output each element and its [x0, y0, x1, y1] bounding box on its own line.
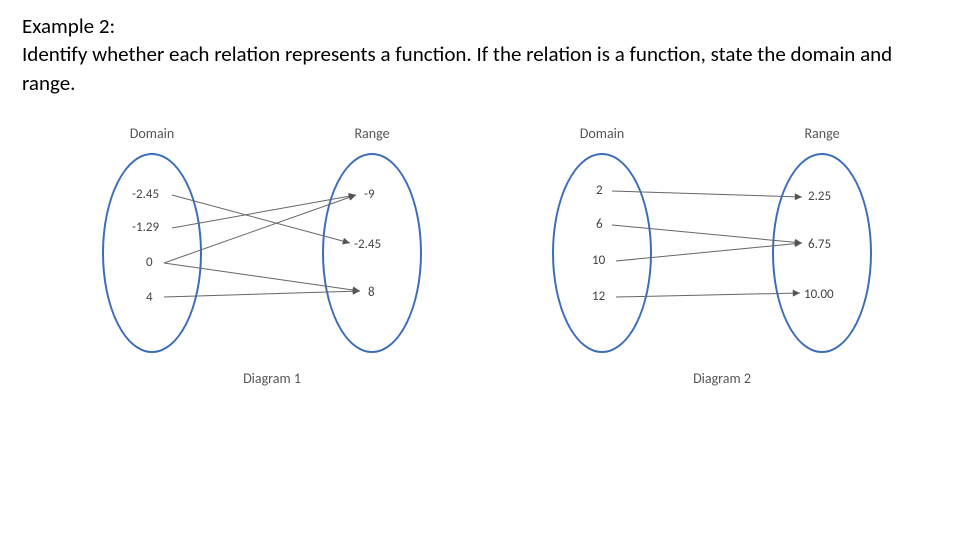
range-value: 6.75: [808, 237, 831, 252]
domain-value: 6: [596, 217, 603, 232]
range-label: Range: [772, 125, 872, 142]
domain-value: 0: [146, 255, 153, 270]
range-value: -9: [364, 187, 375, 202]
heading-line2: Identify whether each relation represent…: [22, 40, 938, 97]
domain-value: 2: [596, 183, 603, 198]
domain-value: 10: [592, 253, 605, 268]
range-ellipse: [772, 153, 872, 353]
diagram-caption: Diagram 2: [662, 370, 782, 387]
range-value: 8: [368, 285, 375, 300]
range-ellipse: [322, 153, 422, 353]
range-value: 2.25: [808, 189, 831, 204]
range-label: Range: [322, 125, 422, 142]
domain-value: 12: [592, 289, 605, 304]
domain-label: Domain: [552, 125, 652, 142]
diagram-1: Domain Range -2.45 -1.29 0 4 -9 -2.45 8 …: [92, 125, 452, 425]
domain-value: -1.29: [132, 220, 159, 235]
domain-ellipse: [102, 153, 202, 353]
range-value: 10.00: [804, 287, 834, 302]
diagrams-row: Domain Range -2.45 -1.29 0 4 -9 -2.45 8 …: [22, 125, 938, 425]
diagram-caption: Diagram 1: [212, 370, 332, 387]
example-heading: Example 2: Identify whether each relatio…: [22, 12, 938, 97]
domain-label: Domain: [102, 125, 202, 142]
range-value: -2.45: [354, 237, 381, 252]
diagram-2: Domain Range 2 6 10 12 2.25 6.75 10.00 D…: [542, 125, 902, 425]
domain-value: 4: [146, 290, 153, 305]
domain-value: -2.45: [132, 187, 159, 202]
heading-line1: Example 2:: [22, 12, 938, 40]
